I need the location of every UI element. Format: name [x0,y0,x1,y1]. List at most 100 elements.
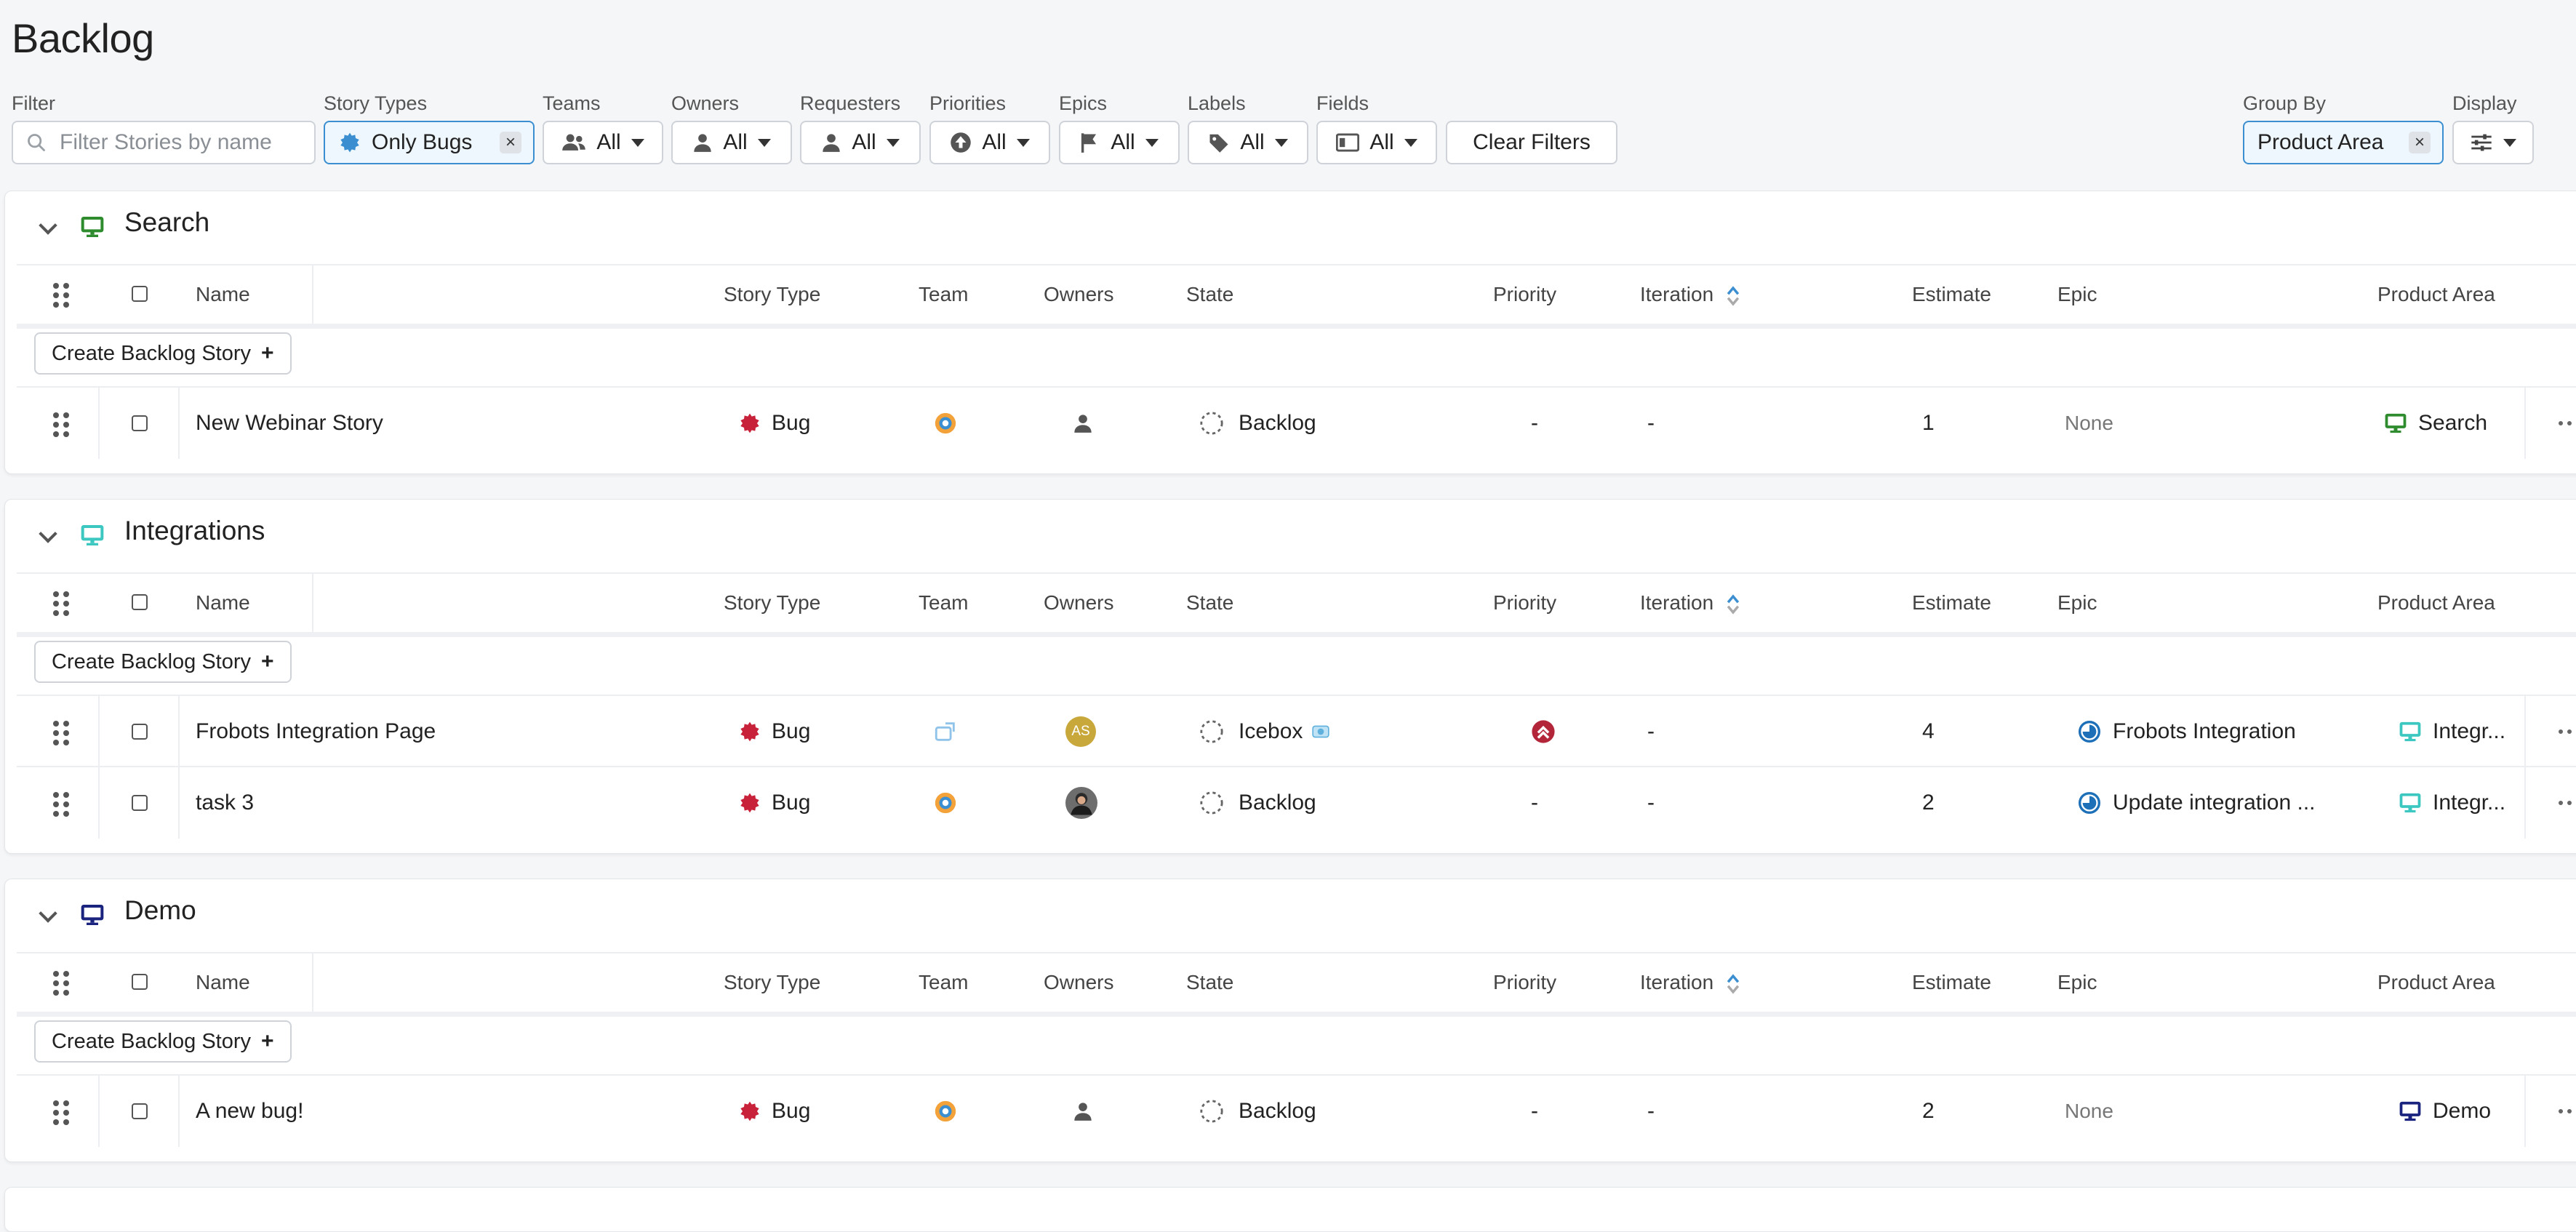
product-area-cell[interactable]: Search [2385,388,2487,459]
clear-story-types-icon[interactable]: × [500,132,521,153]
drag-handle-icon[interactable] [53,591,69,616]
state-cell[interactable]: Backlog [1199,388,1316,459]
row-checkbox[interactable] [132,1103,148,1119]
owner-cell[interactable] [1073,1076,1093,1147]
story-name-link[interactable]: task 3 [196,791,255,815]
collapse-chevron-icon[interactable] [39,524,57,543]
story-name-link[interactable]: Frobots Integration Page [196,719,436,743]
column-name[interactable]: Name [196,953,313,1012]
epic-cell[interactable]: Frobots Integration [2078,696,2296,767]
column-priority[interactable]: Priority [1493,971,1557,993]
select-all-checkbox[interactable] [132,594,148,610]
column-iteration[interactable]: Iteration [1640,953,1741,1012]
owner-cell[interactable]: AS [1065,696,1096,767]
column-story-type[interactable]: Story Type [724,283,821,305]
iteration-cell[interactable]: - [1647,1099,1655,1123]
column-story-type[interactable]: Story Type [724,591,821,614]
column-product-area[interactable]: Product Area [2377,971,2495,993]
story-types-filter[interactable]: Only Bugs × [324,121,535,164]
column-product-area[interactable]: Product Area [2377,283,2495,305]
drag-handle-icon[interactable] [53,412,69,437]
product-area-cell[interactable]: Demo [2399,1076,2491,1147]
column-epic[interactable]: Epic [2057,971,2097,993]
story-type-cell[interactable]: Bug [738,767,810,839]
story-name-link[interactable]: New Webinar Story [196,411,383,435]
column-team[interactable]: Team [919,591,969,614]
more-actions-icon[interactable] [2540,1076,2576,1147]
filter-stories-input[interactable]: Filter Stories by name [12,121,316,164]
drag-handle-icon[interactable] [53,971,69,996]
drag-handle-icon[interactable] [53,792,69,817]
column-estimate[interactable]: Estimate [1912,971,1991,993]
column-state[interactable]: State [1186,283,1234,305]
create-backlog-story-button[interactable]: Create Backlog Story + [34,1020,292,1063]
product-area-cell[interactable]: Integr... [2399,696,2505,767]
row-checkbox[interactable] [132,724,148,740]
table-row[interactable]: task 3 Bug Backlog - - 2 Update integrat… [17,766,2576,839]
column-iteration[interactable]: Iteration [1640,265,1741,324]
state-cell[interactable]: Backlog [1199,767,1316,839]
epic-cell[interactable]: None [2065,412,2113,434]
story-type-cell[interactable]: Bug [738,388,810,459]
column-story-type[interactable]: Story Type [724,971,821,993]
column-owners[interactable]: Owners [1044,971,1114,993]
column-owners[interactable]: Owners [1044,591,1114,614]
owner-cell[interactable] [1065,767,1097,839]
more-actions-icon[interactable] [2540,388,2576,459]
column-epic[interactable]: Epic [2057,283,2097,305]
display-button[interactable] [2452,121,2534,164]
estimate-cell[interactable]: 2 [1922,1099,1935,1123]
table-row[interactable]: A new bug! Bug Backlog - - 2 None Demo [17,1074,2576,1147]
owner-cell[interactable] [1073,388,1093,459]
iteration-cell[interactable]: - [1647,719,1655,743]
iteration-cell[interactable]: - [1647,411,1655,435]
row-checkbox[interactable] [132,795,148,811]
column-name[interactable]: Name [196,574,313,632]
epics-filter[interactable]: All [1059,121,1180,164]
labels-filter[interactable]: All [1188,121,1308,164]
column-iteration[interactable]: Iteration [1640,574,1741,632]
story-name-link[interactable]: A new bug! [196,1099,304,1123]
drag-handle-icon[interactable] [53,1100,69,1125]
epic-cell[interactable]: None [2065,1100,2113,1122]
clear-filters-button[interactable]: Clear Filters [1446,121,1617,164]
estimate-cell[interactable]: 1 [1922,411,1935,435]
team-cell[interactable] [933,767,958,839]
column-priority[interactable]: Priority [1493,591,1557,614]
priority-cell[interactable]: - [1531,1099,1538,1123]
estimate-cell[interactable]: 4 [1922,719,1935,743]
priorities-filter[interactable]: All [929,121,1050,164]
more-actions-icon[interactable] [2540,767,2576,839]
clear-group-by-icon[interactable]: × [2409,132,2431,153]
epic-cell[interactable]: Update integration ... [2078,767,2316,839]
column-estimate[interactable]: Estimate [1912,591,1991,614]
story-type-cell[interactable]: Bug [738,1076,810,1147]
column-epic[interactable]: Epic [2057,591,2097,614]
fields-filter[interactable]: All [1316,121,1437,164]
column-priority[interactable]: Priority [1493,283,1557,305]
state-cell[interactable]: Icebox [1199,696,1330,767]
owners-filter[interactable]: All [671,121,792,164]
collapse-chevron-icon[interactable] [39,216,57,235]
more-actions-icon[interactable] [2540,696,2576,767]
table-row[interactable]: Frobots Integration Page Bug AS Icebox -… [17,695,2576,767]
product-area-cell[interactable]: Integr... [2399,767,2505,839]
requesters-filter[interactable]: All [800,121,921,164]
create-backlog-story-button[interactable]: Create Backlog Story + [34,332,292,375]
row-checkbox[interactable] [132,415,148,431]
priority-cell[interactable] [1531,696,1556,767]
drag-handle-icon[interactable] [53,283,69,308]
table-row[interactable]: New Webinar Story Bug Backlog - - 1 None… [17,386,2576,459]
column-estimate[interactable]: Estimate [1912,283,1991,305]
collapse-chevron-icon[interactable] [39,904,57,923]
iteration-cell[interactable]: - [1647,791,1655,815]
column-state[interactable]: State [1186,971,1234,993]
select-all-checkbox[interactable] [132,974,148,990]
team-cell[interactable] [933,696,958,767]
estimate-cell[interactable]: 2 [1922,791,1935,815]
team-cell[interactable] [933,1076,958,1147]
column-team[interactable]: Team [919,283,969,305]
story-type-cell[interactable]: Bug [738,696,810,767]
teams-filter[interactable]: All [543,121,663,164]
column-team[interactable]: Team [919,971,969,993]
